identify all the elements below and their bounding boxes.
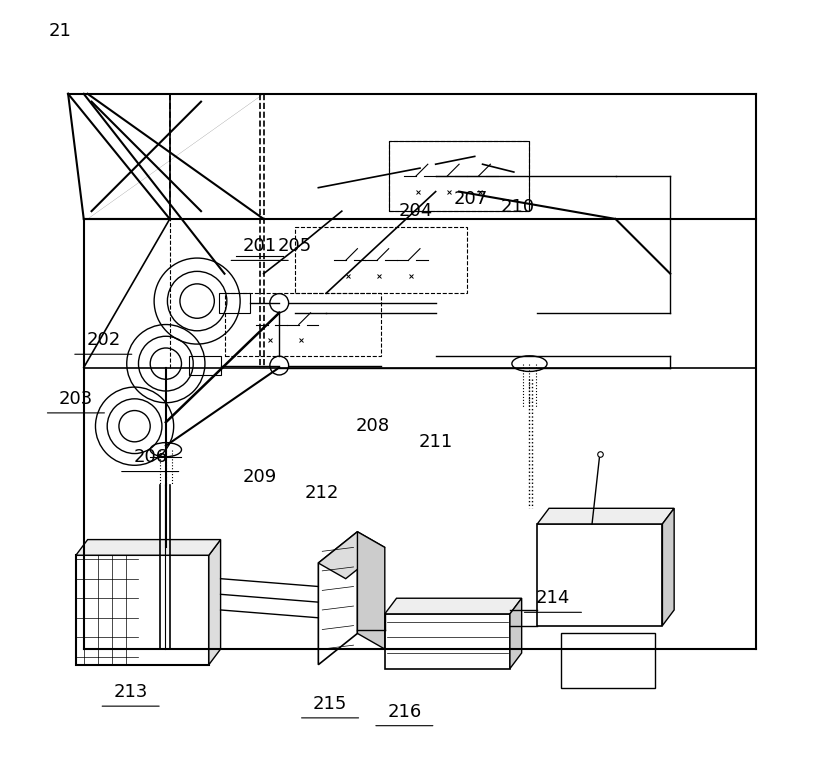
Text: 21: 21: [49, 22, 71, 41]
Text: 213: 213: [113, 683, 148, 701]
Bar: [76, 555, 209, 665]
Text: 212: 212: [305, 483, 339, 502]
Bar: [561, 633, 654, 688]
Polygon shape: [510, 598, 522, 669]
Text: 216: 216: [387, 702, 422, 721]
Polygon shape: [358, 532, 385, 649]
Text: 215: 215: [312, 694, 347, 713]
Text: 206: 206: [134, 448, 167, 467]
Text: 209: 209: [243, 468, 277, 486]
Text: 207: 207: [454, 190, 488, 209]
Text: 208: 208: [356, 417, 390, 436]
Bar: [295, 227, 467, 293]
Bar: [538, 524, 663, 626]
Bar: [385, 614, 510, 669]
Bar: [389, 141, 529, 211]
Polygon shape: [663, 508, 675, 626]
Text: 214: 214: [536, 589, 570, 608]
Polygon shape: [385, 598, 522, 614]
Polygon shape: [318, 532, 385, 579]
Bar: [389, 141, 529, 211]
Polygon shape: [318, 532, 358, 665]
Text: 201: 201: [243, 237, 276, 256]
Bar: [189, 356, 221, 375]
Text: 211: 211: [418, 432, 453, 451]
Bar: [219, 293, 250, 313]
Polygon shape: [209, 540, 221, 665]
Bar: [170, 94, 756, 219]
Text: 204: 204: [399, 202, 433, 221]
Polygon shape: [538, 508, 675, 524]
Text: 210: 210: [501, 198, 535, 217]
Text: 202: 202: [87, 331, 120, 350]
Bar: [224, 293, 381, 356]
Text: 205: 205: [278, 237, 312, 256]
Polygon shape: [76, 540, 221, 555]
Text: 203: 203: [59, 389, 93, 408]
